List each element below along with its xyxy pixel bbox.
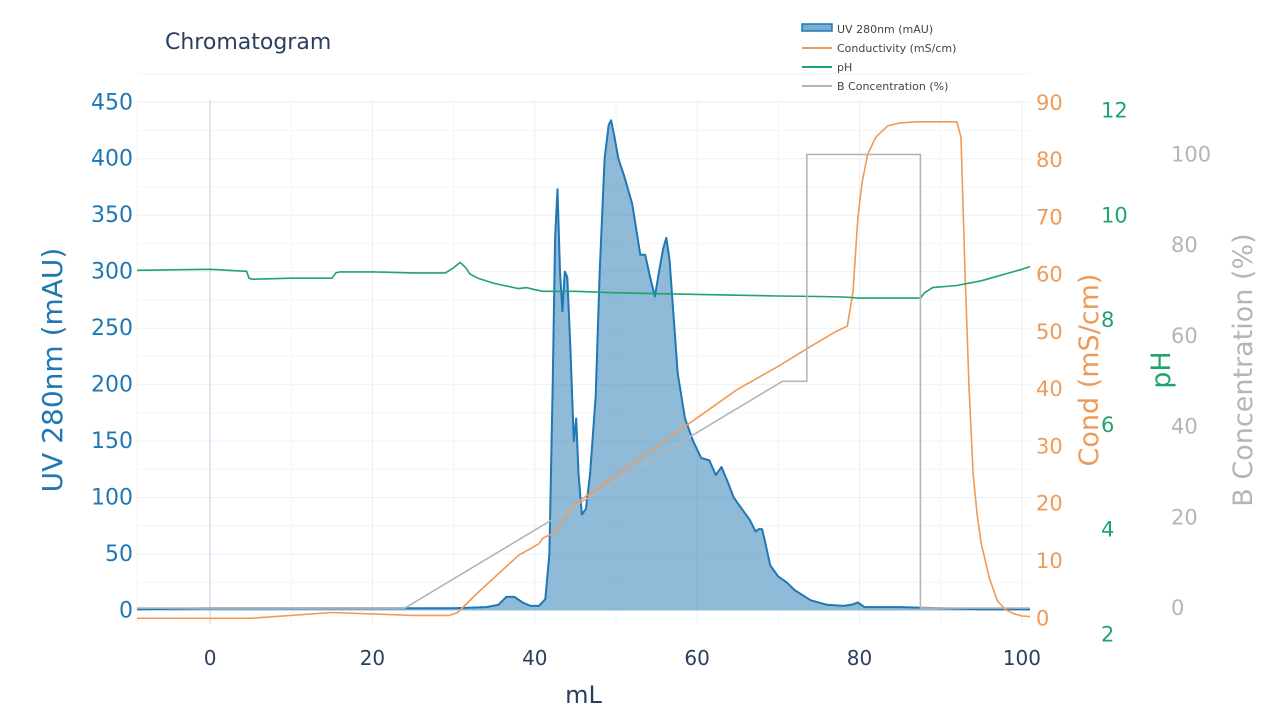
bconc-tick-label: 100: [1171, 142, 1211, 166]
cond-tick-label: 40: [1036, 377, 1063, 401]
legend-swatch: [801, 23, 833, 32]
legend: UV 280nm (mAU) Conductivity (mS/cm) pH B Co…: [801, 23, 956, 93]
uv-tick-label: 100: [91, 486, 133, 511]
cond-tick-label: 80: [1036, 148, 1063, 172]
uv-axis-label: UV 280nm (mAU): [36, 248, 69, 493]
uv-tick-label: 300: [91, 260, 133, 285]
uv-tick-label: 400: [91, 147, 133, 172]
chart-title: Chromatogram: [165, 30, 331, 55]
ph-tick-label: 6: [1101, 413, 1114, 437]
legend-label: Conductivity (mS/cm): [837, 42, 956, 55]
axes: 0 20 40 60 80 100mL05010015020025030035040045…: [36, 90, 1259, 709]
bconc-tick-label: 80: [1171, 233, 1198, 257]
series-line-b-concentration: [137, 153, 1030, 609]
cond-tick-label: 30: [1036, 434, 1063, 458]
uv-tick-label: 350: [91, 203, 133, 228]
ph-tick-label: 2: [1101, 622, 1114, 646]
series-line-conductivity-ms-cm: [137, 121, 1031, 620]
x-tick-label: 0: [204, 646, 217, 670]
uv-tick-label: 50: [105, 542, 133, 567]
cond-axis-label: Cond (mS/cm): [1074, 274, 1105, 467]
cond-tick-label: 90: [1036, 91, 1063, 115]
legend-label: B Concentration (%): [837, 80, 948, 93]
x-tick-label: 60: [684, 646, 709, 670]
cond-tick-label: 60: [1036, 263, 1063, 287]
legend-label: pH: [837, 61, 852, 74]
uv-tick-label: 250: [91, 316, 133, 341]
ph-tick-label: 10: [1101, 203, 1128, 227]
ph-tick-label: 4: [1101, 518, 1114, 542]
series-layer: [136, 119, 1031, 620]
cond-tick-label: 10: [1036, 549, 1063, 573]
bconc-tick-label: 20: [1171, 505, 1198, 529]
series-area-uv-280nm-mau: [137, 120, 1030, 611]
bconc-tick-label: 40: [1171, 415, 1198, 439]
uv-tick-label: 450: [91, 90, 133, 115]
cond-tick-label: 0: [1036, 606, 1049, 630]
x-tick-label: 20: [360, 646, 385, 670]
uv-tick-label: 200: [91, 373, 133, 398]
x-axis-label: mL: [565, 681, 602, 709]
grid: [136, 73, 1030, 624]
ph-axis-label: pH: [1146, 351, 1177, 388]
cond-tick-label: 20: [1036, 492, 1063, 516]
series-line-uv-280nm-mau: [136, 119, 1030, 611]
legend-label: UV 280nm (mAU): [837, 23, 933, 36]
ph-tick-label: 12: [1101, 98, 1128, 122]
series-line-ph: [136, 261, 1031, 299]
x-tick-label: 100: [1003, 646, 1041, 670]
bconc-tick-label: 60: [1171, 324, 1198, 348]
x-tick-label: 40: [522, 646, 547, 670]
ph-tick-label: 8: [1101, 308, 1114, 332]
cond-tick-label: 70: [1036, 205, 1063, 229]
x-tick-label: 80: [847, 646, 872, 670]
bconc-tick-label: 0: [1171, 596, 1184, 620]
cond-tick-label: 50: [1036, 320, 1063, 344]
bconc-axis-label: B Concentration (%): [1228, 233, 1259, 506]
uv-tick-label: 0: [119, 598, 133, 623]
uv-tick-label: 150: [91, 429, 133, 454]
